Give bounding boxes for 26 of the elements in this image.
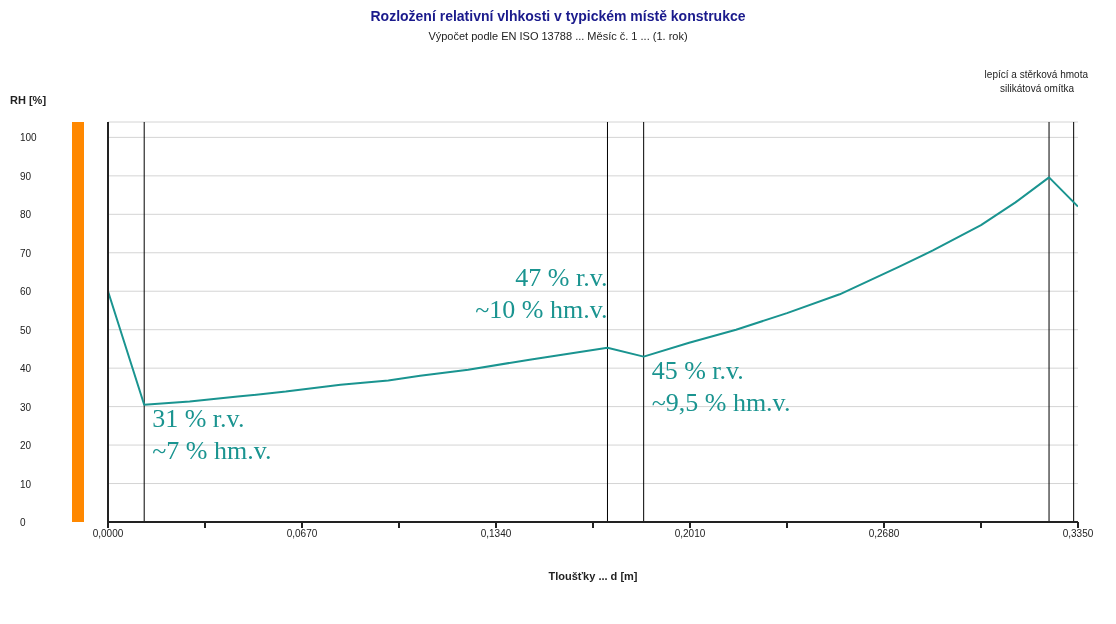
- annotation: 45 % r.v. ~9,5 % hm.v.: [651, 355, 791, 417]
- text: silikátová omítka: [999, 82, 1074, 96]
- y-tick-label: 80: [20, 209, 32, 221]
- x-tick-label: 0,2680: [868, 528, 900, 540]
- y-tick-label: 0: [20, 517, 26, 528]
- y-tick-label: 10: [20, 478, 32, 490]
- y-tick-label: 40: [20, 363, 32, 375]
- chart-title: Rozložení relativní vlhkosti v typickém místě konstrukce: [369, 8, 747, 24]
- y-tick-label: 60: [20, 286, 32, 298]
- x-axis-title: Tloušťky ... d [m]: [548, 570, 638, 582]
- x-tick-label: 0,0670: [286, 528, 318, 540]
- x-tick-label: 0,2010: [674, 528, 706, 540]
- y-tick-label: 90: [20, 170, 32, 182]
- x-tick-label: 0,3350: [1062, 528, 1094, 540]
- y-axis-title: RH [%]: [10, 94, 47, 106]
- x-tick-label: 0,0000: [92, 528, 124, 540]
- x-tick-label: 0,1340: [480, 528, 512, 540]
- y-tick-label: 20: [20, 440, 32, 452]
- y-tick-label: 100: [20, 132, 38, 144]
- annotation: 31 % r.v. ~7 % hm.v.: [152, 403, 272, 465]
- y-tick-label: 70: [20, 247, 32, 259]
- annotation: 47 % r.v. ~10 % hm.v.: [475, 262, 608, 324]
- chart-subtitle: Výpočet podle EN ISO 13788 ... Měsíc č. 1 ... (1. rok): [427, 30, 689, 42]
- text: lepící a stěrková hmota: [984, 68, 1088, 82]
- y-tick-label: 50: [20, 324, 32, 336]
- y-tick-label: 30: [20, 401, 32, 413]
